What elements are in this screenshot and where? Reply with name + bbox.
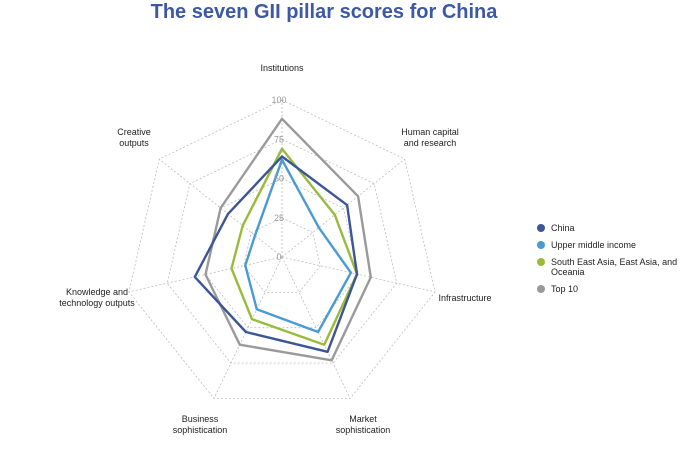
radar-axis-labels: Institutions Human capital and research Inf… [59,63,491,435]
radar-series [193,117,372,362]
tick-label: 50 [274,174,284,184]
axis-label: Infrastructure [438,293,491,303]
tick-label: 25 [274,213,284,223]
legend-item: Top 10 [537,284,687,294]
tick-label: 100 [271,95,286,105]
series-line-upper-middle-income [244,158,353,334]
axis-label: Institutions [260,63,304,73]
legend-swatch [537,285,545,293]
series-line-china [193,155,359,353]
legend-label: China [551,223,575,233]
tick-label: 0 [276,252,281,262]
legend-label: Upper middle income [551,240,637,250]
chart-title: The seven GII pillar scores for China [150,1,498,23]
legend-label: South East Asia, East Asia, and Oceania [551,257,678,277]
legend-swatch [537,224,545,232]
axis-label: Market sophistication [336,414,391,435]
axis-label: Human capital and research [401,127,459,148]
legend-swatch [537,241,545,249]
axis-label: Creative outputs [117,127,151,148]
series-line-south-east-asia-east-asia-and-oceania [230,147,359,346]
series-line-top-10 [204,117,372,362]
tick-label: 75 [274,134,284,144]
legend-item: South East Asia, East Asia, and Oceania [537,257,687,277]
legend-label: Top 10 [551,284,579,294]
radar-grid [128,99,436,399]
grid-ring-75 [166,138,398,364]
legend: China Upper middle income South East Asia,… [537,223,687,301]
grid-ring-100 [128,99,436,399]
axis-label: Knowledge and technology outputs [59,287,135,308]
radar-tick-labels: 0 25 50 75 100 [271,95,286,262]
legend-item: China [537,223,687,233]
legend-swatch [537,258,545,266]
legend-item: Upper middle income [537,240,687,250]
axis-label: Business sophistication [173,414,228,435]
